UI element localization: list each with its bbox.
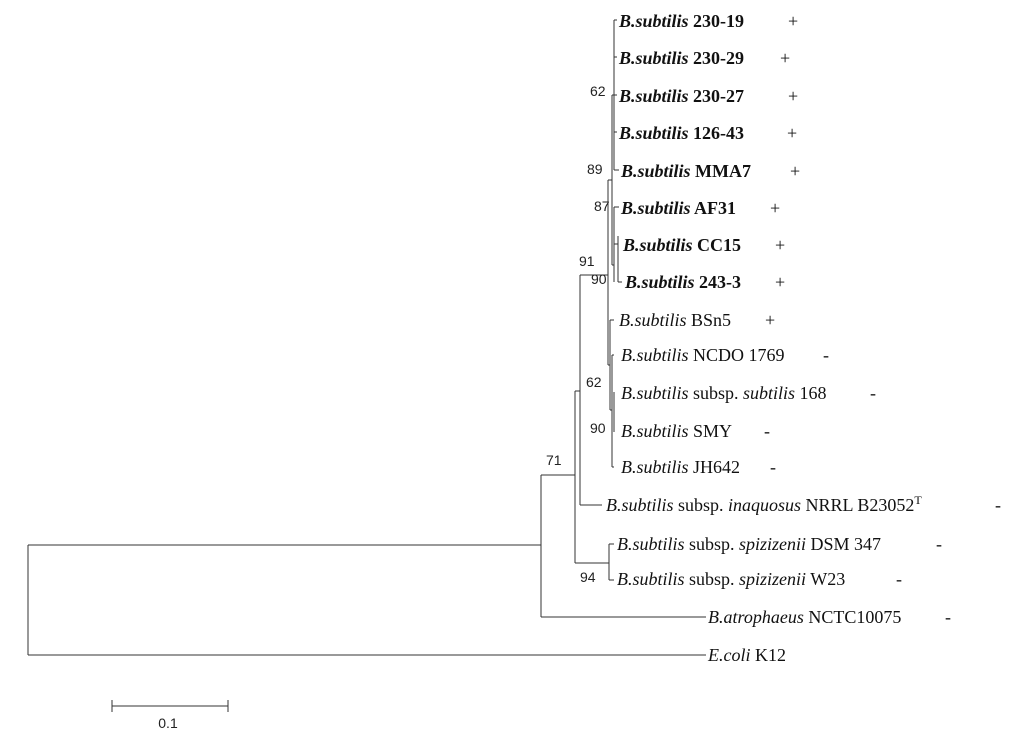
taxon-label-part: B.atrophaeus xyxy=(708,607,804,627)
positive-sign: + xyxy=(788,86,798,106)
taxon-label-part: B.subtilis xyxy=(618,86,689,106)
negative-sign: - xyxy=(870,383,876,403)
negative-sign: - xyxy=(945,607,951,627)
taxon-label: B.atrophaeus NCTC10075 xyxy=(708,607,901,627)
taxon-label-part: JH642 xyxy=(689,457,741,477)
taxon-label-part: W23 xyxy=(806,569,845,589)
positive-sign: + xyxy=(765,310,775,330)
positive-sign: + xyxy=(780,48,790,68)
taxon-label-part: B.subtilis xyxy=(617,569,685,589)
taxon-label: B.subtilis AF31 xyxy=(620,198,736,218)
taxon-label-part: spizizenii xyxy=(739,534,806,554)
bootstrap-value: 90 xyxy=(591,271,607,287)
taxon-label-part: B.subtilis xyxy=(618,48,689,68)
taxon-label-part: 168 xyxy=(795,383,827,403)
taxon-label-part: subsp. xyxy=(685,534,740,554)
taxon-label: B.subtilis MMA7 xyxy=(620,161,751,181)
taxon-label-part: B.subtilis xyxy=(606,495,674,515)
taxon-label-part: subsp. xyxy=(674,495,729,515)
taxon-label-part: 230-29 xyxy=(689,48,745,68)
bootstrap-value: 91 xyxy=(579,253,595,269)
taxon-label-part: NCDO 1769 xyxy=(689,345,785,365)
bootstrap-value: 94 xyxy=(580,569,596,585)
negative-sign: - xyxy=(896,569,902,589)
taxon-label-part: 230-27 xyxy=(689,86,745,106)
taxon-label: B.subtilis subsp. inaquosus NRRL B23052T xyxy=(606,493,922,515)
taxon-label-part: AF31 xyxy=(691,198,737,218)
bootstrap-value: 62 xyxy=(590,83,606,99)
taxon-label-part: BSn5 xyxy=(687,310,732,330)
positive-sign: + xyxy=(775,235,785,255)
taxon-label-part: T xyxy=(914,493,922,507)
taxon-label-part: 230-19 xyxy=(689,11,745,31)
taxon-label: B.subtilis 243-3 xyxy=(624,272,741,292)
negative-sign: - xyxy=(995,495,1001,515)
taxon-label-part: B.subtilis xyxy=(622,235,693,255)
taxon-label: B.subtilis 230-19 xyxy=(618,11,744,31)
taxon-label-part: B.subtilis xyxy=(617,534,685,554)
positive-sign: + xyxy=(787,123,797,143)
taxon-label-part: B.subtilis xyxy=(620,198,691,218)
negative-sign: - xyxy=(936,534,942,554)
taxon-label-part: subsp. xyxy=(689,383,744,403)
taxon-label: B.subtilis CC15 xyxy=(622,235,741,255)
taxon-label-part: DSM 347 xyxy=(806,534,881,554)
taxon-label-part: SMY xyxy=(689,421,733,441)
taxon-label-part: B.subtilis xyxy=(618,123,689,143)
taxon-label: B.subtilis SMY xyxy=(621,421,732,441)
taxon-label-part: CC15 xyxy=(693,235,742,255)
bootstrap-value: 71 xyxy=(546,452,562,468)
taxon-label-part: B.subtilis xyxy=(621,345,689,365)
taxon-label: B.subtilis subsp. subtilis 168 xyxy=(621,383,827,403)
taxon-label: B.subtilis 230-29 xyxy=(618,48,744,68)
taxon-label-part: inaquosus xyxy=(728,495,801,515)
bootstrap-value: 87 xyxy=(594,198,610,214)
taxon-label-part: 243-3 xyxy=(695,272,742,292)
taxon-label: B.subtilis NCDO 1769 xyxy=(621,345,785,365)
taxon-label-part: B.subtilis xyxy=(621,421,689,441)
taxon-label-part: B.subtilis xyxy=(621,383,689,403)
taxon-label-part: subtilis xyxy=(743,383,795,403)
scale-bar-label: 0.1 xyxy=(158,715,178,731)
taxon-label-part: E.coli xyxy=(707,645,751,665)
positive-sign: + xyxy=(790,161,800,181)
positive-sign: + xyxy=(775,272,785,292)
taxon-label-part: NCTC10075 xyxy=(804,607,902,627)
taxon-label-part: B.subtilis xyxy=(620,161,691,181)
positive-sign: + xyxy=(788,11,798,31)
taxon-label: B.subtilis 126-43 xyxy=(618,123,744,143)
positive-sign: + xyxy=(770,198,780,218)
taxon-label: B.subtilis subsp. spizizenii W23 xyxy=(617,569,845,589)
taxon-label: B.subtilis subsp. spizizenii DSM 347 xyxy=(617,534,881,554)
negative-sign: - xyxy=(764,421,770,441)
taxon-label-part: B.subtilis xyxy=(621,457,689,477)
taxon-label: E.coli K12 xyxy=(707,645,786,665)
bootstrap-value: 89 xyxy=(587,161,603,177)
taxon-label-part: B.subtilis xyxy=(619,310,687,330)
taxon-label-part: K12 xyxy=(751,645,787,665)
taxon-label-part: B.subtilis xyxy=(624,272,695,292)
taxon-label-part: subsp. xyxy=(685,569,740,589)
negative-sign: - xyxy=(823,345,829,365)
bootstrap-value: 62 xyxy=(586,374,602,390)
taxon-label: B.subtilis BSn5 xyxy=(619,310,731,330)
taxon-label-part: 126-43 xyxy=(689,123,745,143)
bootstrap-value: 90 xyxy=(590,420,606,436)
taxon-label: B.subtilis 230-27 xyxy=(618,86,744,106)
taxon-label: B.subtilis JH642 xyxy=(621,457,740,477)
tree-branches xyxy=(27,19,706,712)
taxon-label-part: spizizenii xyxy=(739,569,806,589)
taxon-label-part: NRRL B23052 xyxy=(801,495,914,515)
taxon-label-part: B.subtilis xyxy=(618,11,689,31)
taxon-label-part: MMA7 xyxy=(691,161,751,181)
negative-sign: - xyxy=(770,457,776,477)
